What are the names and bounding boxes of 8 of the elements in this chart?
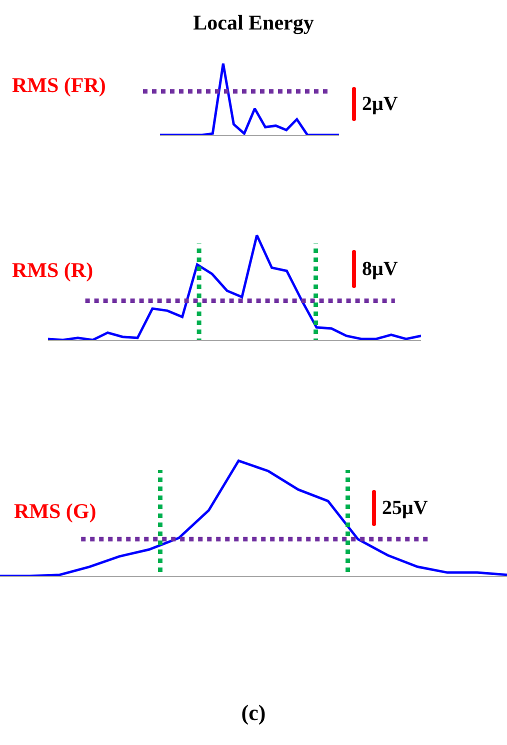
- chart-title: Local Energy: [193, 10, 314, 34]
- annotation: 25μV: [382, 496, 428, 520]
- ref-line-label: RMS (FR): [12, 73, 106, 97]
- annotation: 8μV: [362, 258, 398, 280]
- ref-line-label: RMS (R): [12, 258, 94, 282]
- text: (c): [240, 700, 267, 726]
- text: 2μV: [362, 92, 398, 116]
- ref-line-label: RMS (G): [14, 499, 96, 523]
